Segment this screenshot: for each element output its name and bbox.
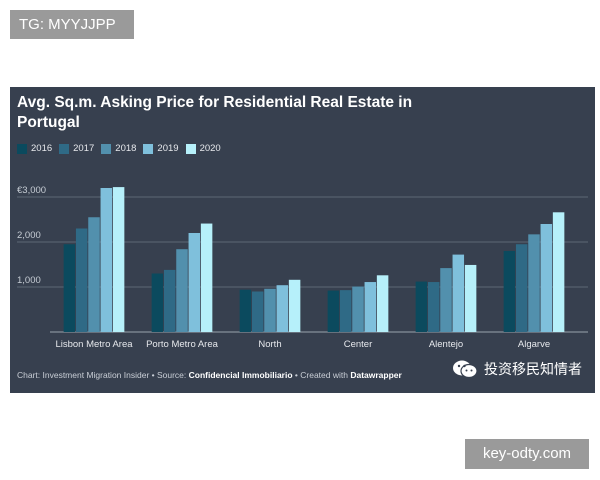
footer-prefix: Chart: Investment Migration Insider • So… bbox=[17, 370, 189, 380]
footer-middle: • Created with bbox=[292, 370, 351, 380]
bar-2020-0 bbox=[112, 187, 125, 332]
bar-2016-2 bbox=[239, 289, 252, 332]
bar-2017-5 bbox=[515, 244, 528, 332]
x-tick-label: Porto Metro Area bbox=[146, 339, 219, 350]
y-tick-label: €3,000 bbox=[17, 185, 46, 196]
bar-2020-5 bbox=[552, 212, 565, 332]
bar-2019-5 bbox=[540, 224, 553, 332]
footer-tool: Datawrapper bbox=[350, 370, 402, 380]
legend-label: 2019 bbox=[157, 143, 179, 154]
bar-2017-2 bbox=[251, 291, 264, 332]
bar-2018-2 bbox=[264, 288, 276, 332]
chart-panel: Avg. Sq.m. Asking Price for Residential … bbox=[10, 87, 595, 393]
legend-label: 2017 bbox=[73, 143, 95, 154]
bar-2019-2 bbox=[276, 285, 289, 332]
legend-swatch bbox=[17, 143, 27, 154]
legend-swatch bbox=[143, 143, 154, 154]
bar-2019-3 bbox=[364, 282, 377, 332]
x-tick-label: Lisbon Metro Area bbox=[55, 339, 133, 350]
bar-2018-4 bbox=[440, 268, 452, 332]
bar-2016-0 bbox=[63, 244, 76, 332]
bar-2019-1 bbox=[188, 233, 201, 332]
bar-2020-2 bbox=[288, 279, 301, 332]
chart-title: Avg. Sq.m. Asking Price for Residential … bbox=[17, 94, 413, 131]
legend-item-2017: 2017 bbox=[59, 143, 94, 154]
legend-swatch bbox=[185, 143, 196, 154]
x-tick-label: Algarve bbox=[518, 339, 550, 350]
watermark-top: TG: MYYJJPP bbox=[10, 10, 134, 39]
chart-footer: Chart: Investment Migration Insider • So… bbox=[17, 370, 402, 380]
bar-2018-3 bbox=[352, 286, 364, 332]
watermark-bottom: key-odty.com bbox=[465, 439, 589, 469]
x-tick-label: North bbox=[258, 339, 281, 350]
legend-swatch bbox=[101, 143, 112, 154]
legend-item-2016: 2016 bbox=[17, 143, 52, 154]
x-tick-label: Alentejo bbox=[429, 339, 463, 350]
x-tick-label: Center bbox=[344, 339, 373, 350]
legend-item-2018: 2018 bbox=[101, 143, 136, 154]
legend-item-2019: 2019 bbox=[143, 143, 179, 154]
y-tick-label: 2,000 bbox=[17, 230, 41, 241]
bar-2017-1 bbox=[163, 269, 176, 332]
bar-2018-0 bbox=[88, 217, 100, 332]
legend-item-2020: 2020 bbox=[185, 143, 221, 154]
bar-2017-4 bbox=[427, 282, 440, 332]
legend-label: 2018 bbox=[115, 143, 137, 154]
legend-label: 2020 bbox=[199, 143, 221, 154]
chart-legend: 2016 2017 2018 2019 2020 bbox=[17, 143, 228, 154]
wechat-icon bbox=[453, 360, 478, 379]
footer-source: Confidencial Immobiliario bbox=[188, 370, 293, 380]
y-tick-label: 1,000 bbox=[17, 275, 41, 286]
brand-badge: 投资移民知情者 bbox=[452, 359, 582, 379]
brand-text: 投资移民知情者 bbox=[484, 361, 582, 377]
bar-2016-5 bbox=[503, 251, 516, 332]
legend-swatch bbox=[59, 143, 70, 154]
bar-2020-3 bbox=[376, 275, 389, 332]
bar-2018-1 bbox=[176, 249, 188, 332]
bar-2018-5 bbox=[528, 234, 540, 332]
bar-2020-1 bbox=[200, 223, 213, 332]
bar-2017-3 bbox=[339, 290, 352, 332]
chart-plot: 1,000 2,000 €3,000 Lisbon Metro Area Porto M… bbox=[17, 185, 588, 350]
bar-2016-1 bbox=[151, 273, 164, 332]
bar-2019-4 bbox=[452, 254, 465, 332]
bar-2016-4 bbox=[415, 281, 428, 332]
bar-2016-3 bbox=[327, 290, 340, 332]
bar-2020-4 bbox=[464, 264, 477, 332]
bar-2019-0 bbox=[100, 188, 113, 332]
bar-2017-0 bbox=[75, 228, 88, 332]
legend-label: 2016 bbox=[31, 143, 53, 154]
